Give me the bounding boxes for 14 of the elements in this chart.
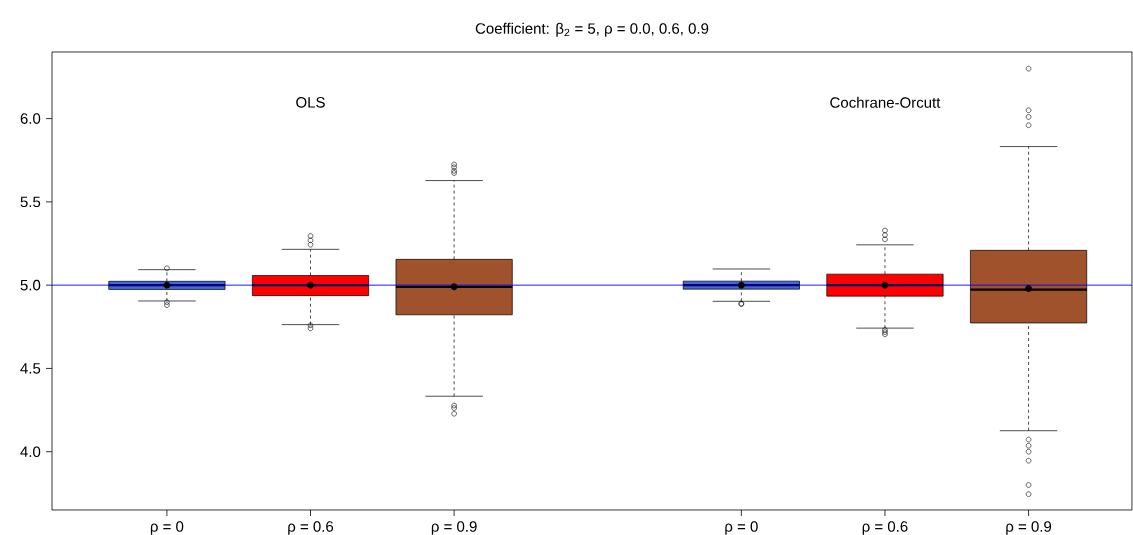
x-tick-label: ρ = 0	[725, 521, 758, 535]
y-tick-label: 6.0	[20, 113, 41, 124]
y-tick-label: 4.5	[20, 363, 41, 374]
x-tick-label: ρ = 0.6	[288, 521, 334, 535]
x-tick-label: ρ = 0	[150, 521, 184, 535]
y-tick-label: 5.0	[20, 279, 41, 291]
chart-title: Coefficient: β$_{2}$ = 5, ρ = 0.0, 0.6, 0.9	[475, 22, 709, 37]
annotation: Cochrane-Orcutt	[830, 96, 941, 108]
annotation: OLS	[296, 97, 325, 108]
y-tick-label: 4.0	[20, 446, 41, 457]
y-tick-label: 5.5	[20, 196, 41, 208]
x-tick-label: ρ = 0.9	[1006, 521, 1052, 535]
x-tick-label: ρ = 0.9	[431, 521, 477, 535]
x-tick-label: ρ = 0.6	[862, 521, 908, 535]
